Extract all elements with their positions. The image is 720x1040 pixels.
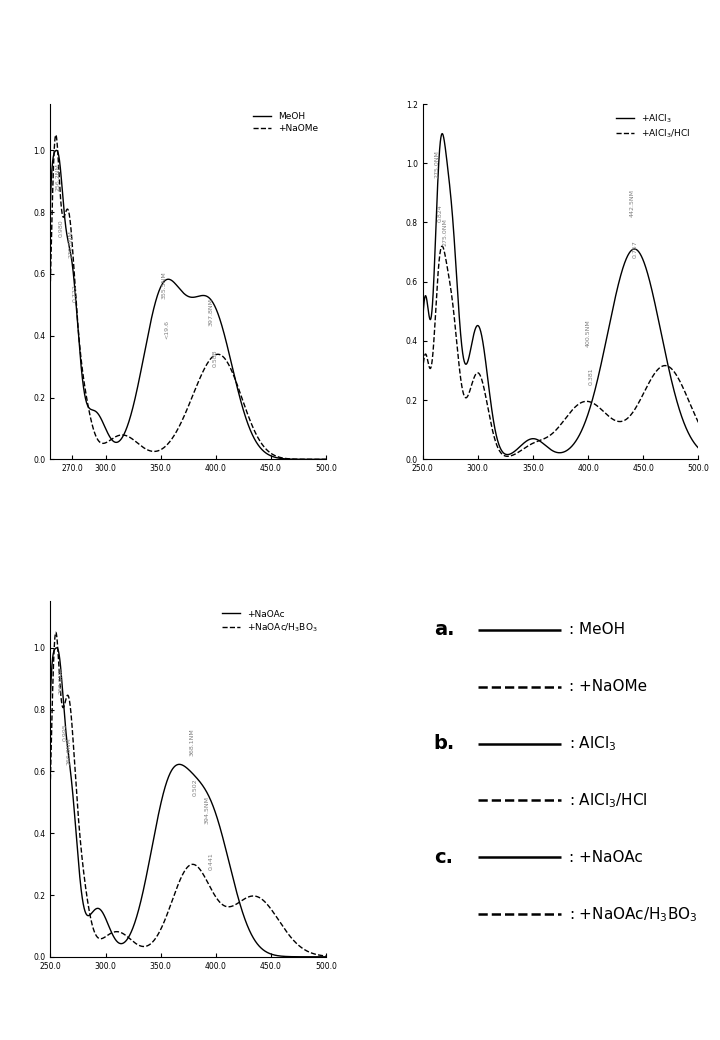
Text: 0.722: 0.722 xyxy=(72,284,77,302)
Text: : AlCl$_3$/HCl: : AlCl$_3$/HCl xyxy=(569,791,647,810)
Text: : AlCl$_3$: : AlCl$_3$ xyxy=(569,734,616,753)
Text: 394.5NM: 394.5NM xyxy=(204,796,210,824)
Text: 0.980: 0.980 xyxy=(59,219,64,237)
Text: b.: b. xyxy=(433,734,455,753)
Text: a.: a. xyxy=(433,621,454,640)
Text: 266.0NM: 266.0NM xyxy=(67,737,72,765)
Text: : +NaOAc/H$_3$BO$_3$: : +NaOAc/H$_3$BO$_3$ xyxy=(569,905,698,924)
Text: 0.381: 0.381 xyxy=(589,368,594,385)
Text: 0.502: 0.502 xyxy=(192,779,197,797)
Text: 355.5NM: 355.5NM xyxy=(161,270,166,298)
Legend: +NaOAc, +NaOAc/H$_3$BO$_3$: +NaOAc, +NaOAc/H$_3$BO$_3$ xyxy=(218,606,322,638)
Text: : +NaOAc: : +NaOAc xyxy=(569,850,643,865)
Legend: +AlCl$_3$, +AlCl$_3$/HCl: +AlCl$_3$, +AlCl$_3$/HCl xyxy=(613,108,694,144)
Text: 0.588: 0.588 xyxy=(212,349,217,367)
Text: 275.0NM: 275.0NM xyxy=(442,218,447,246)
Text: <19.6: <19.6 xyxy=(165,320,170,339)
Text: 260.0NM: 260.0NM xyxy=(59,667,64,694)
Text: 0.995: 0.995 xyxy=(62,723,67,740)
Text: 0.757: 0.757 xyxy=(633,240,638,258)
Text: 442.5NM: 442.5NM xyxy=(630,188,635,216)
Text: 256.2NM: 256.2NM xyxy=(55,162,60,190)
Text: : +NaOMe: : +NaOMe xyxy=(569,679,647,695)
Text: c.: c. xyxy=(433,848,453,866)
Text: 0.824: 0.824 xyxy=(438,205,443,223)
Text: 400.5NM: 400.5NM xyxy=(585,319,590,346)
Text: 368.1NM: 368.1NM xyxy=(189,728,194,756)
Legend: MeOH, +NaOMe: MeOH, +NaOMe xyxy=(249,108,322,136)
Text: : MeOH: : MeOH xyxy=(569,622,625,638)
Text: 397.8NM: 397.8NM xyxy=(209,298,214,327)
Text: 275.0NM: 275.0NM xyxy=(434,150,439,178)
Text: 0.441: 0.441 xyxy=(209,853,214,870)
Text: 270.8NM: 270.8NM xyxy=(69,231,74,259)
